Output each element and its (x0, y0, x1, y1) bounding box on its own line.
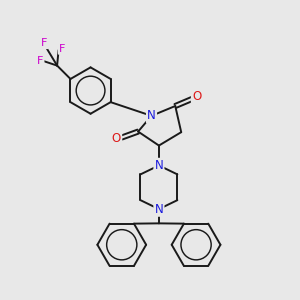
Text: F: F (59, 44, 65, 54)
Text: O: O (112, 132, 121, 145)
Text: O: O (192, 90, 201, 103)
Text: N: N (154, 159, 163, 172)
Text: N: N (154, 202, 163, 216)
Text: F: F (41, 38, 47, 48)
Text: N: N (147, 109, 156, 122)
Text: F: F (37, 56, 43, 66)
